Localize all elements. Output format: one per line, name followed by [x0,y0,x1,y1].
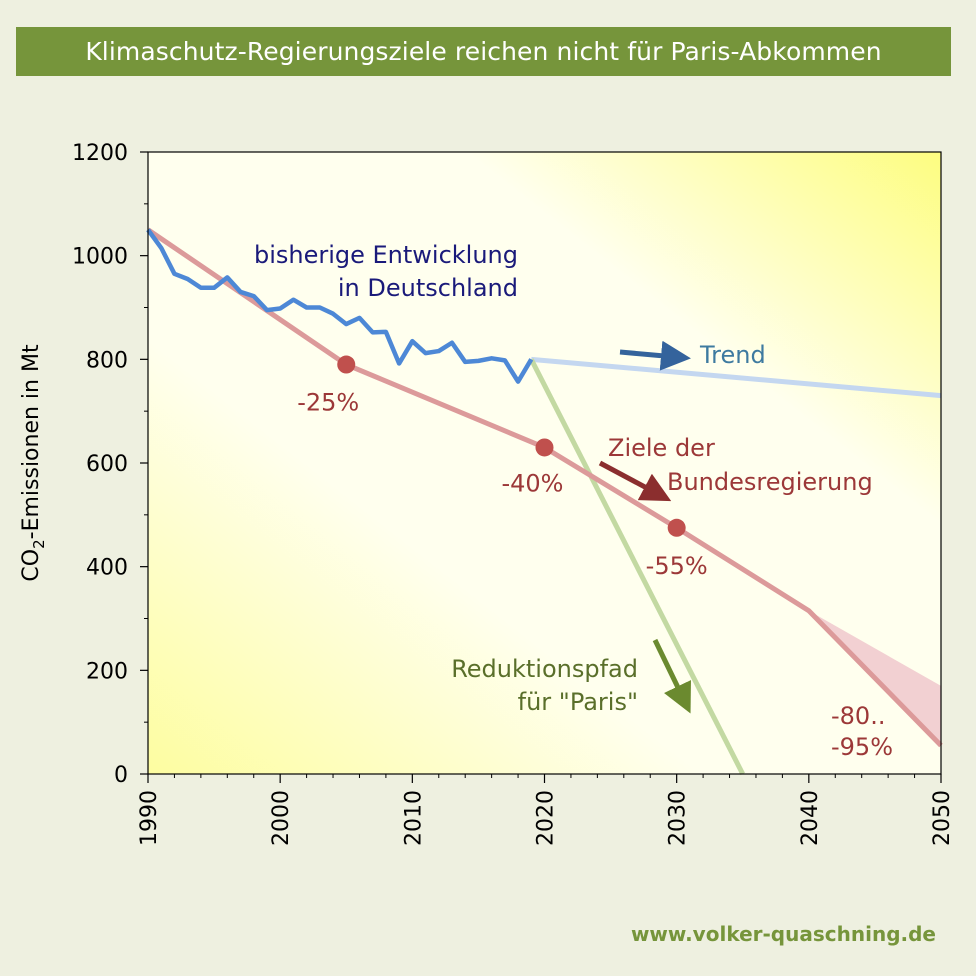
x-tick-label: 2050 [930,790,955,846]
y-axis-label-rest: -Emissionen in Mt [19,344,44,539]
paris-arrow [652,638,691,714]
y-tick-label: 1200 [72,141,128,166]
target-marker-label: -40% [501,469,563,497]
series-lines [146,227,943,776]
y-axis: 0 200 400 600 800 1000 1200 [72,141,148,788]
target-marker [535,438,554,457]
plot-area [148,152,941,774]
annotation-historical-line1: bisherige Entwicklung [254,241,518,269]
annotation-historical-line2: in Deutschland [338,274,518,302]
target-marker-label: -55% [646,552,708,580]
annotation-paris-line2: für "Paris" [518,688,638,716]
footer-credit: www.volker-quaschning.de [630,922,936,946]
trend-arrow [619,340,691,371]
series-line-paris [529,358,745,776]
annotation-range-line2: -95% [831,733,893,761]
x-tick-label: 2020 [534,790,559,846]
targets-arrow [598,460,672,502]
series-line-targets [146,227,943,748]
y-tick-label: 800 [86,348,128,373]
x-tick-label: 2010 [401,790,426,846]
series-line-trend [531,356,942,399]
chart-title: Klimaschutz-Regierungsziele reichen nich… [16,27,951,76]
y-tick-label: 600 [86,452,128,477]
target-markers: -25% -40% -55% [297,355,708,580]
x-tick-label: 2030 [666,790,691,846]
target-marker [337,355,356,374]
annotation-paris-line1: Reduktionspfad [451,655,638,683]
x-axis: 1990 2000 2010 2020 2030 2040 2050 [137,774,955,846]
y-axis-label-subscript: 2 [30,539,48,549]
y-tick-label: 0 [114,763,128,788]
y-tick-label: 400 [86,556,128,581]
x-tick-label: 1990 [137,790,162,846]
annotation-targets-line2: Bundesregierung [667,468,873,496]
y-tick-label: 200 [86,659,128,684]
x-tick-label: 2000 [269,790,294,846]
annotation-range-line1: -80.. [831,702,885,730]
series-line-historical [146,228,534,384]
annotation-targets-line1: Ziele der [608,434,715,462]
x-tick-label: 2040 [798,790,823,846]
y-tick-label: 1000 [72,245,128,270]
y-axis-label-main: CO [19,549,44,582]
y-axis-label: CO2-Emissionen in Mt [19,344,48,582]
target-marker-label: -25% [297,389,359,417]
target-marker [667,518,686,537]
annotation-trend: Trend [699,341,766,369]
